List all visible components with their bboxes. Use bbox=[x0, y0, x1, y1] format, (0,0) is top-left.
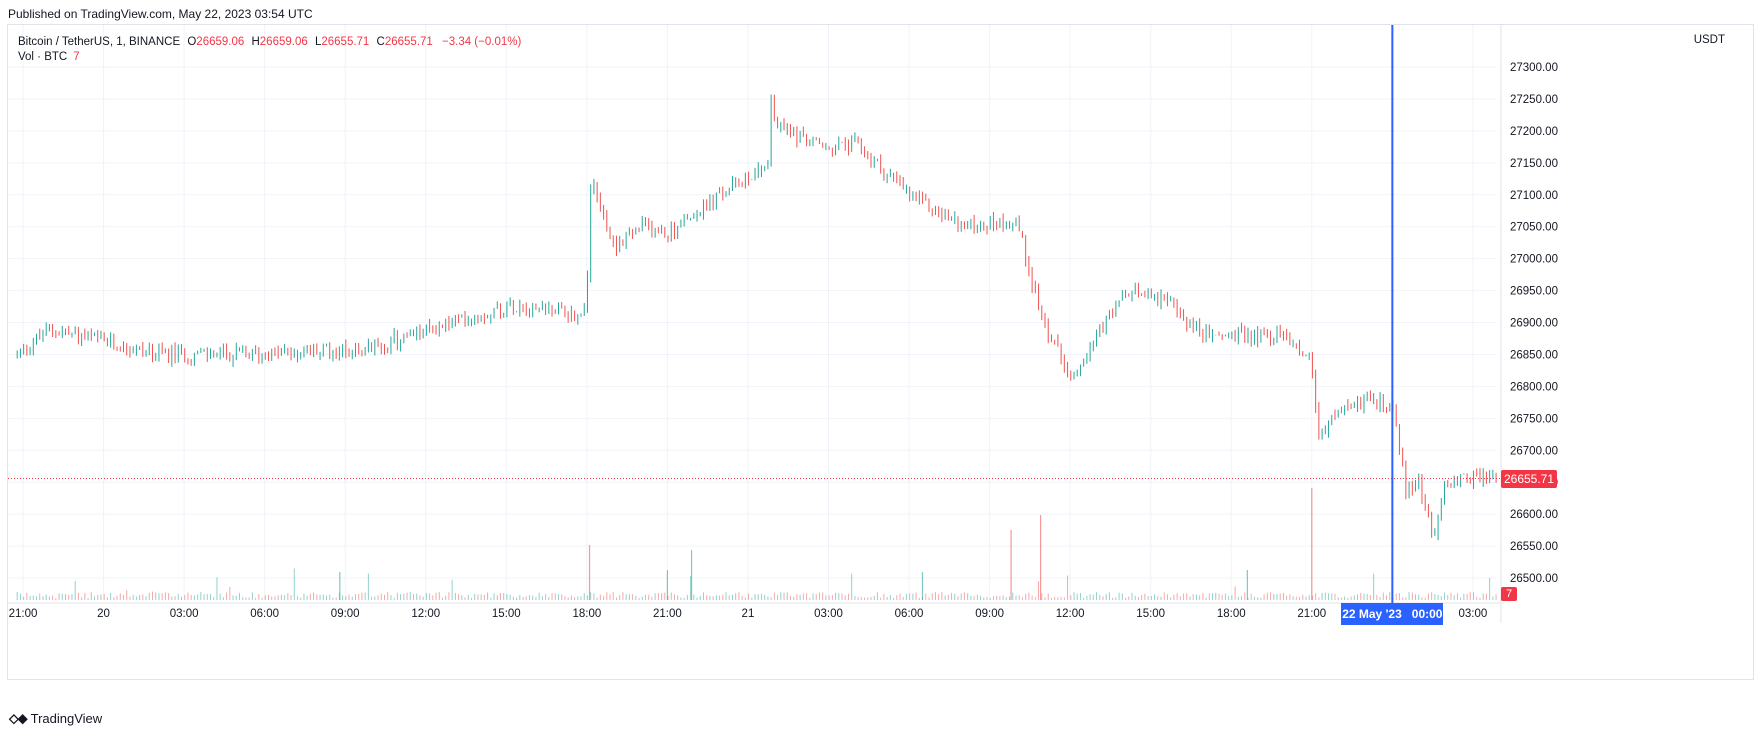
price-tick-label: 26850.00 bbox=[1510, 349, 1558, 361]
time-tick-label: 09:00 bbox=[331, 608, 360, 620]
crosshair-time-label: 22 May '23 00:00 bbox=[1341, 603, 1444, 625]
time-tick-label: 12:00 bbox=[1056, 608, 1085, 620]
time-tick-label: 20 bbox=[97, 608, 110, 620]
tradingview-logo-icon: ⬦⬥ bbox=[9, 710, 28, 726]
price-tick-label: 26800.00 bbox=[1510, 381, 1558, 393]
time-tick-label: 21:00 bbox=[653, 608, 682, 620]
time-tick-label: 21:00 bbox=[1297, 608, 1326, 620]
currency-label[interactable]: USDT bbox=[1693, 34, 1725, 46]
volume-bars bbox=[16, 488, 1497, 600]
tradingview-logo[interactable]: ⬦⬥ TradingView bbox=[9, 710, 102, 727]
volume-row: Vol · BTC 7 bbox=[18, 50, 521, 65]
volume-value: 7 bbox=[73, 51, 80, 63]
price-tick-label: 27000.00 bbox=[1510, 254, 1558, 266]
published-caption: Published on TradingView.com, May 22, 20… bbox=[8, 7, 313, 21]
open-label: O bbox=[187, 36, 197, 48]
time-tick-label: 06:00 bbox=[895, 608, 924, 620]
last-price-badge: 26655.71 bbox=[1501, 469, 1557, 488]
open-value: 26659.06 bbox=[196, 36, 245, 48]
chart-legend: Bitcoin / TetherUS, 1, BINANCE O26659.06… bbox=[18, 35, 521, 65]
time-tick-label: 12:00 bbox=[411, 608, 440, 620]
price-tick-label: 26950.00 bbox=[1510, 286, 1558, 298]
time-tick-label: 03:00 bbox=[170, 608, 199, 620]
chart-frame bbox=[7, 24, 1754, 680]
low-label: L bbox=[314, 36, 322, 48]
time-tick-label: 03:00 bbox=[814, 608, 843, 620]
close-label: C bbox=[376, 36, 385, 48]
volume-label[interactable]: Vol · BTC bbox=[18, 51, 68, 63]
candlesticks bbox=[16, 94, 1497, 541]
price-tick-label: 26550.00 bbox=[1510, 541, 1558, 553]
time-tick-label: 15:00 bbox=[492, 608, 521, 620]
time-tick-label: 21:00 bbox=[9, 608, 38, 620]
time-axis[interactable]: 21:00 20 03:00 06:00 09:00 12:00 15:00 18:00 21:… bbox=[9, 608, 1488, 620]
close-value: 26655.71 bbox=[384, 36, 433, 48]
symbol-title[interactable]: Bitcoin / TetherUS, 1, BINANCE bbox=[18, 36, 181, 48]
time-tick-label: 09:00 bbox=[975, 608, 1004, 620]
crosshair-time: 00:00 bbox=[1411, 607, 1443, 621]
price-tick-label: 27050.00 bbox=[1510, 222, 1558, 234]
high-label: H bbox=[251, 36, 260, 48]
crosshair-date: 22 May '23 bbox=[1342, 607, 1402, 621]
ohlc-row: Bitcoin / TetherUS, 1, BINANCE O26659.06… bbox=[18, 35, 521, 50]
last-volume-badge: 7 bbox=[1501, 587, 1517, 601]
price-tick-label: 27200.00 bbox=[1510, 126, 1558, 138]
price-tick-label: 27300.00 bbox=[1510, 62, 1558, 74]
price-tick-label: 27250.00 bbox=[1510, 94, 1558, 106]
time-tick-label: 18:00 bbox=[572, 608, 601, 620]
time-tick-label: 21 bbox=[742, 608, 755, 620]
low-value: 26655.71 bbox=[321, 36, 370, 48]
high-value: 26659.06 bbox=[259, 36, 308, 48]
time-tick-label: 03:00 bbox=[1459, 608, 1488, 620]
price-tick-label: 26600.00 bbox=[1510, 509, 1558, 521]
price-tick-label: 27100.00 bbox=[1510, 190, 1558, 202]
change-value: −3.34 (−0.01%) bbox=[442, 36, 522, 48]
grid bbox=[8, 25, 1502, 623]
price-axis[interactable]: 27300.00 27250.00 27200.00 27150.00 27100.00… bbox=[1510, 62, 1558, 585]
time-tick-label: 06:00 bbox=[250, 608, 279, 620]
price-tick-label: 27150.00 bbox=[1510, 158, 1558, 170]
price-tick-label: 26500.00 bbox=[1510, 573, 1558, 585]
price-tick-label: 26700.00 bbox=[1510, 445, 1558, 457]
price-tick-label: 26750.00 bbox=[1510, 413, 1558, 425]
time-tick-label: 18:00 bbox=[1217, 608, 1246, 620]
time-tick-label: 15:00 bbox=[1136, 608, 1165, 620]
price-tick-label: 26900.00 bbox=[1510, 318, 1558, 330]
brand-text: TradingView bbox=[30, 711, 103, 726]
